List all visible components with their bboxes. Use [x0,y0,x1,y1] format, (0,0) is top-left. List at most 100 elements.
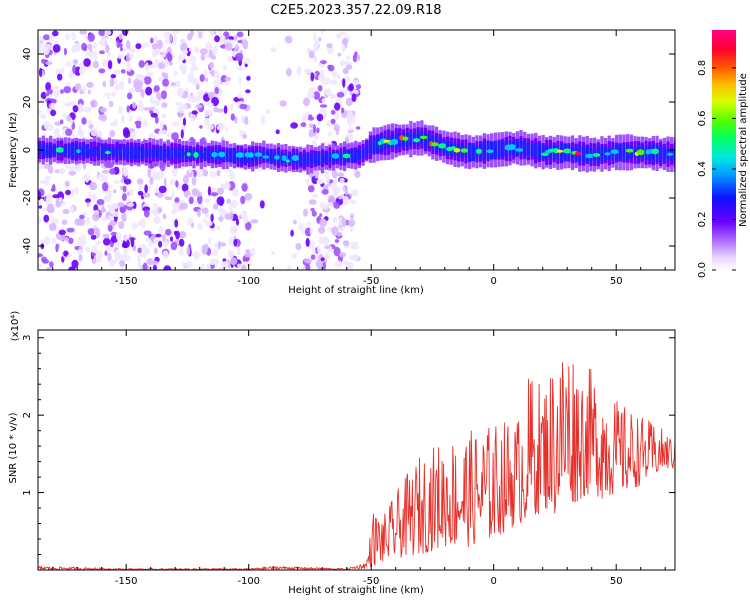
spectrogram-noise-cell [160,113,167,119]
spectrogram-noise-cell [197,209,201,218]
spectrogram-noise-cell [308,123,314,129]
colorbar-tick-label: 0.4 [697,161,708,177]
spectrogram-noise-cell [265,109,271,115]
spectrogram-noise-cell [322,261,327,270]
spectrogram-noise-cell [221,261,229,269]
spectrogram-noise-cell [158,185,167,194]
spectrogram-peak-cell [186,152,191,157]
spectrogram-noise-cell [143,248,151,255]
spectrogram-noise-cell [118,221,125,230]
spectrogram-noise-cell [329,93,336,100]
spectrogram-noise-cell [121,212,127,222]
spectrogram-noise-cell [170,82,176,86]
spectrogram-ridge-cell [321,153,325,163]
spectrogram-noise-cell [244,252,252,258]
spectrogram-ridge-cell [174,148,178,159]
spectrogram-noise-cell [324,254,331,260]
spectrogram-noise-cell [350,189,359,197]
spectrogram-noise-cell [322,205,329,210]
spectrogram-ridge-cell [526,142,531,156]
spectrogram-noise-cell [220,39,228,45]
spectrogram-peak-cell [254,152,263,157]
spectrogram-noise-cell [312,248,316,254]
spectrogram-noise-cell [202,218,207,223]
spectrogram-noise-cell [145,61,149,72]
spectrogram-ridge-cell [427,134,431,148]
snr-x-tick-label: 0 [491,576,497,587]
spectrogram-noise-cell [135,43,142,50]
spectrogram-noise-cell [50,98,57,105]
spectrogram-noise-cell [119,185,124,190]
spectrogram-noise-cell [304,258,312,264]
spectrogram-ridge-cell [471,143,475,161]
spectrogram-ridge-cell [63,146,67,156]
spectrogram-noise-cell [139,244,148,249]
spectrogram-noise-cell [198,32,202,38]
spectrogram-noise-cell [152,264,157,270]
spectrogram-noise-cell [91,184,98,190]
spectrogram-noise-cell [146,71,154,77]
spectrogram-peak-cell [291,155,299,161]
spectrogram-peak-cell [274,155,280,160]
spectrogram-noise-cell [65,128,73,136]
spectrogram-noise-cell [271,250,275,256]
spectrogram-peak-cell [507,144,517,151]
spectrogram-noise-cell [328,130,332,137]
spectrogram-ridge-cell [159,145,163,161]
spectrogram-noise-cell [229,211,234,221]
spectrogram-noise-cell [126,40,131,50]
spectrogram-noise-cell [86,81,94,88]
spectrogram-noise-cell [188,196,194,205]
spectrogram-noise-cell [51,217,59,225]
spectrogram-noise-cell [167,53,173,62]
spectrogram-noise-cell [96,251,103,260]
spectrogram-noise-cell [242,39,249,49]
spectrogram-noise-cell [308,50,315,59]
spectrogram-ridge-cell [269,149,273,164]
colorbar-ticks: 0.0 0.2 0.4 0.6 0.8 [697,60,736,278]
spectrogram-noise-cell [149,110,154,115]
spectrogram-noise-cell [344,76,351,83]
spectrogram-noise-cell [239,103,248,110]
spectrogram-noise-cell [204,117,210,126]
spectrogram-peak-cell [460,148,468,153]
snr-x-tick-label: -150 [115,576,138,587]
spectrogram-noise-cell [321,30,325,34]
spectrogram-noise-cell [68,69,74,80]
spectrogram-noise-cell [96,199,105,206]
spectrogram-noise-cell [350,242,355,249]
spectrogram-ridge-cell [82,144,86,159]
spectrogram-ridge-cell [100,144,104,159]
spectrogram-noise-cell [91,252,96,257]
spectrogram-noise-cell [279,100,287,107]
spectrogram-noise-cell [90,127,99,137]
spectrogram-noise-cell [143,230,152,236]
spectrogram-noise-cell [107,215,113,221]
spectrogram-noise-cell [189,114,197,122]
spectrogram-noise-cell [82,162,87,170]
spectrogram-x-label: Height of straight line (km) [288,285,424,296]
spectrogram-noise-cell [107,193,112,200]
spectrogram-noise-cell [330,110,336,115]
spectrogram-ridge-cell [398,133,402,147]
spectrogram-noise-cell [68,171,77,176]
spectrogram-noise-cell [311,193,319,199]
spectrogram-noise-cell [168,42,177,46]
spectrogram-noise-cell [330,182,337,190]
spectrogram-noise-cell [171,132,179,141]
spectrogram-peak-cell [331,153,340,159]
spectrogram-ridge-cell [203,147,207,161]
spectrogram-noise-cell [353,80,359,86]
spectrogram-noise-cell [66,82,71,87]
spectrogram-noise-cell [208,61,215,69]
spectrogram-noise-cell [58,229,66,236]
spectrogram-noise-cell [152,43,158,50]
spectrogram-noise-cell [171,209,177,215]
spectrogram-ridge-cell [324,152,328,164]
spectrogram-noise-cell [208,49,213,58]
spectrogram-noise-cell [227,55,233,63]
spectrogram-noise-cell [310,254,316,260]
spectrogram-noise-cell [52,85,60,91]
spectrogram-noise-cell [233,239,238,247]
spectrogram-noise-cell [153,35,159,43]
